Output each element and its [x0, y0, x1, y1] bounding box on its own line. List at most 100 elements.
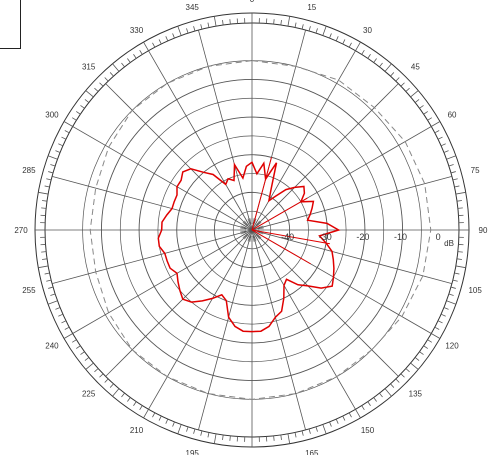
- radial-tick-label: -10: [394, 232, 407, 242]
- angle-tick-label: 0: [250, 0, 255, 4]
- angle-minor-tick: [76, 345, 81, 349]
- center-tick: [240, 230, 247, 233]
- center-tick: [257, 227, 264, 230]
- angle-minor-tick: [452, 178, 458, 181]
- grid-spoke: [72, 229, 253, 334]
- angle-minor-tick: [38, 191, 49, 195]
- angle-minor-tick: [63, 121, 73, 127]
- angle-minor-tick: [437, 320, 443, 324]
- angle-minor-tick: [158, 39, 162, 45]
- angle-minor-tick: [84, 357, 90, 361]
- angle-minor-tick: [301, 430, 304, 436]
- angle-tick-label: 315: [82, 63, 96, 72]
- angle-minor-tick: [193, 26, 196, 32]
- angle-minor-tick: [322, 25, 327, 36]
- angle-minor-tick: [329, 421, 332, 427]
- grid-spoke: [251, 176, 453, 231]
- center-tick: [253, 235, 257, 242]
- angle-minor-tick: [46, 279, 52, 282]
- angle-minor-tick: [414, 99, 420, 103]
- grid-spoke: [51, 176, 253, 231]
- measured-pattern-ray: [251, 229, 330, 245]
- angle-minor-tick: [390, 383, 395, 388]
- angle-tick-label: 135: [409, 389, 423, 398]
- angle-minor-tick: [419, 105, 424, 109]
- angle-minor-tick: [361, 50, 365, 55]
- angle-minor-tick: [213, 16, 217, 27]
- angle-minor-tick: [446, 155, 457, 160]
- angle-minor-tick: [395, 77, 400, 82]
- center-tick: [249, 235, 252, 242]
- angle-minor-tick: [400, 373, 405, 378]
- polar-grid: [34, 12, 470, 448]
- angle-minor-tick: [200, 430, 203, 436]
- angle-minor-tick: [84, 99, 90, 103]
- angle-minor-tick: [213, 433, 217, 444]
- angle-minor-tick: [207, 432, 210, 438]
- angle-minor-tick: [85, 362, 94, 370]
- angle-minor-tick: [121, 392, 125, 398]
- center-tick: [240, 227, 247, 230]
- angle-tick-label: 195: [186, 449, 200, 455]
- center-tick: [245, 235, 250, 241]
- angle-minor-tick: [419, 351, 424, 355]
- angle-minor-tick: [455, 191, 466, 195]
- grid-spoke: [251, 229, 306, 431]
- angle-minor-tick: [410, 362, 419, 370]
- angle-minor-tick: [367, 401, 371, 406]
- measured-pattern-ray: [251, 229, 311, 265]
- angle-minor-tick: [42, 258, 48, 260]
- angle-minor-tick: [456, 200, 462, 202]
- grid-spoke: [251, 83, 399, 231]
- center-tick: [241, 223, 247, 228]
- angle-tick-label: 15: [307, 3, 316, 12]
- angle-minor-tick: [85, 90, 94, 98]
- angle-minor-tick: [294, 432, 297, 438]
- angle-minor-tick: [63, 333, 73, 339]
- angle-minor-tick: [177, 424, 182, 435]
- angle-minor-tick: [139, 50, 143, 55]
- angle-minor-tick: [165, 36, 169, 42]
- center-tick: [256, 233, 262, 238]
- angle-tick-label: 330: [130, 26, 144, 35]
- measured-pattern-ray: [251, 157, 272, 231]
- radial-tick-label: -40: [281, 232, 294, 242]
- angle-minor-tick: [104, 77, 109, 82]
- angle-minor-tick: [133, 54, 137, 59]
- angle-tick-label: 60: [448, 111, 457, 120]
- angle-minor-tick: [177, 25, 182, 36]
- angle-minor-tick: [355, 41, 361, 51]
- angle-minor-tick: [443, 150, 449, 153]
- angle-minor-tick: [301, 24, 304, 30]
- angle-minor-tick: [72, 117, 77, 121]
- angle-minor-tick: [455, 265, 466, 269]
- measured-pattern-line: [157, 161, 341, 333]
- center-tick: [249, 218, 252, 225]
- angle-minor-tick: [143, 409, 149, 419]
- angle-minor-tick: [38, 265, 49, 269]
- angle-minor-tick: [104, 378, 109, 383]
- angle-minor-tick: [207, 22, 210, 28]
- angle-minor-tick: [452, 279, 458, 282]
- angle-minor-tick: [58, 143, 64, 147]
- angle-tick-label: 150: [361, 426, 375, 435]
- angle-minor-tick: [431, 333, 441, 339]
- angle-tick-label: 270: [14, 226, 28, 235]
- radial-tick-label: 0: [436, 232, 441, 242]
- radial-tick-label: -20: [356, 232, 369, 242]
- angle-minor-tick: [427, 339, 432, 343]
- angle-minor-tick: [76, 111, 81, 115]
- angle-tick-label: 300: [45, 111, 59, 120]
- angle-minor-tick: [109, 383, 114, 388]
- angle-minor-tick: [44, 272, 50, 275]
- angle-tick-label: 285: [22, 166, 36, 175]
- angle-minor-tick: [348, 412, 352, 418]
- grid-spoke: [251, 229, 356, 410]
- angle-tick-label: 45: [411, 63, 420, 72]
- grid-spoke: [148, 50, 253, 231]
- angle-minor-tick: [109, 72, 114, 77]
- angle-minor-tick: [437, 136, 443, 140]
- center-tick: [257, 231, 264, 235]
- grid-spoke: [148, 229, 253, 410]
- angle-minor-tick: [165, 418, 169, 424]
